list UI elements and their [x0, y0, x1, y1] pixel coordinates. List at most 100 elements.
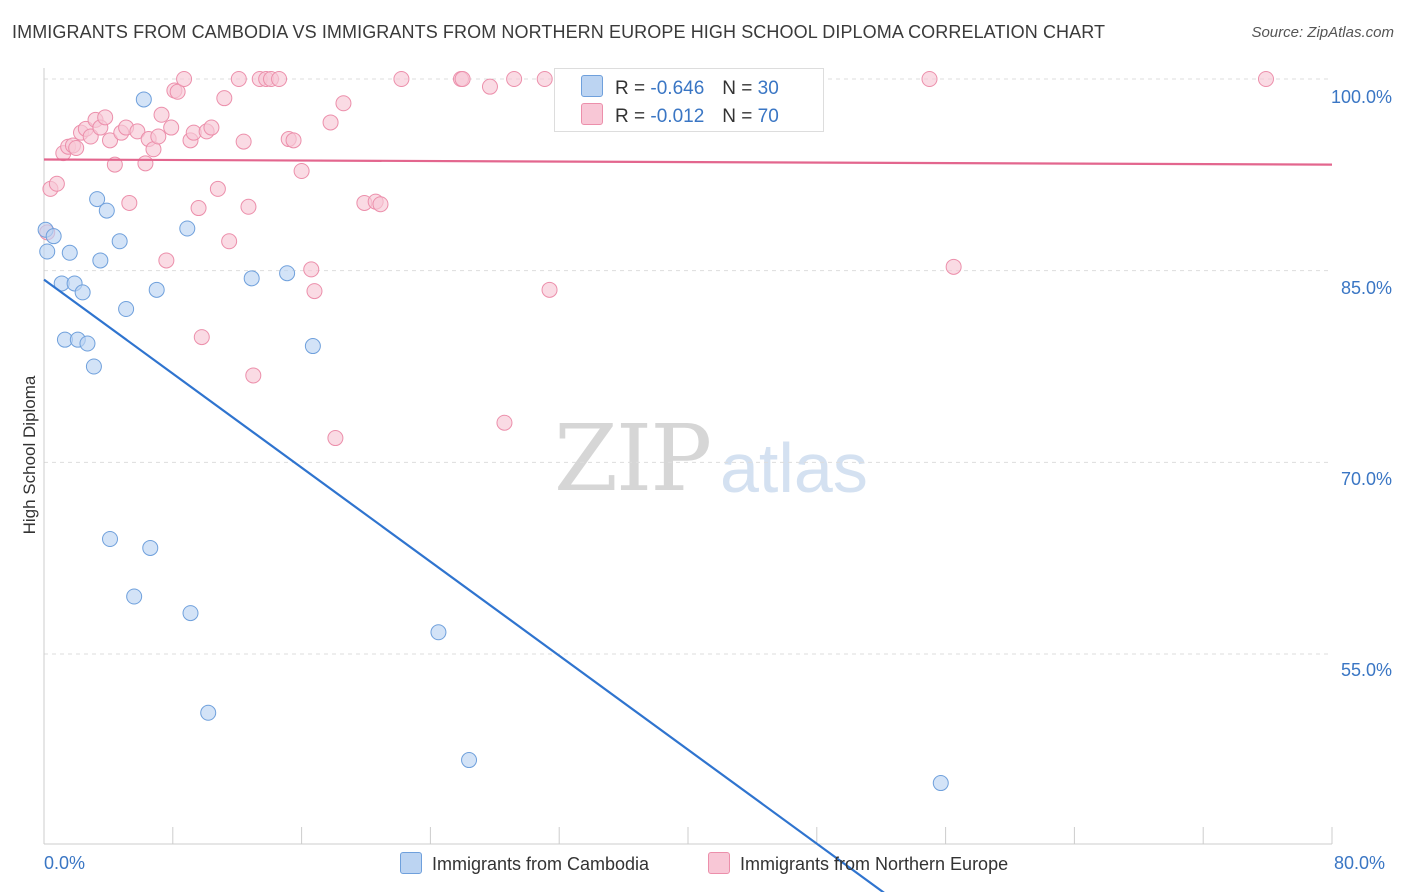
- point-northern-europe: [240, 198, 257, 215]
- chart-title: IMMIGRANTS FROM CAMBODIA VS IMMIGRANTS F…: [12, 22, 1106, 42]
- point-cambodia: [279, 265, 296, 282]
- point-northern-europe: [68, 140, 85, 156]
- point-cambodia: [148, 281, 165, 298]
- point-cambodia: [89, 191, 106, 208]
- point-northern-europe: [193, 329, 210, 346]
- point-cambodia: [111, 233, 128, 250]
- point-northern-europe: [393, 71, 410, 87]
- source-label: Source: ZipAtlas.com: [1251, 24, 1394, 41]
- point-cambodia: [200, 704, 217, 721]
- x-tick-label-max: 80.0%: [1334, 853, 1386, 873]
- point-cambodia: [179, 220, 196, 237]
- point-northern-europe: [158, 252, 175, 269]
- point-cambodia: [74, 284, 91, 301]
- point-cambodia: [182, 605, 199, 622]
- point-cambodia: [92, 252, 109, 269]
- y-tick-label: 70.0%: [1340, 469, 1392, 489]
- point-northern-europe: [536, 71, 553, 87]
- point-northern-europe: [245, 367, 262, 384]
- legend-r-label: R =: [615, 78, 646, 99]
- point-cambodia: [126, 588, 143, 605]
- point-northern-europe: [285, 132, 302, 149]
- correlation-legend: R = -0.646 N = 30 R = -0.012 N = 70: [554, 68, 824, 132]
- legend-r-value: -0.646: [650, 78, 705, 99]
- point-cambodia: [102, 531, 119, 547]
- point-northern-europe: [506, 71, 523, 87]
- legend-n-label: N =: [722, 106, 753, 127]
- point-northern-europe: [496, 414, 513, 431]
- point-cambodia: [243, 270, 260, 287]
- point-northern-europe: [48, 175, 65, 192]
- point-northern-europe: [216, 90, 233, 107]
- point-northern-europe: [235, 133, 252, 150]
- point-northern-europe: [209, 180, 226, 197]
- point-northern-europe: [153, 106, 170, 123]
- series-label: Immigrants from Cambodia: [432, 854, 650, 874]
- point-northern-europe: [303, 261, 320, 278]
- legend-swatch-northern-europe: [708, 852, 730, 874]
- point-northern-europe: [230, 71, 247, 87]
- point-northern-europe: [481, 78, 498, 95]
- trend-line-northern-europe: [43, 158, 1333, 166]
- point-northern-europe: [102, 132, 119, 149]
- point-cambodia: [85, 358, 102, 375]
- series-label: Immigrants from Northern Europe: [740, 854, 1009, 874]
- point-northern-europe: [97, 109, 114, 126]
- y-tick-label: 55.0%: [1340, 660, 1392, 680]
- point-cambodia: [430, 624, 447, 641]
- point-northern-europe: [454, 71, 471, 87]
- point-cambodia: [932, 775, 949, 792]
- trend-line-cambodia: [43, 278, 885, 892]
- legend-swatch-northern-europe: [581, 103, 603, 125]
- point-cambodia: [304, 338, 321, 355]
- legend-r-value: -0.012: [650, 106, 705, 127]
- point-northern-europe: [1257, 71, 1274, 87]
- legend-swatch-cambodia: [400, 852, 422, 874]
- point-cambodia: [142, 539, 159, 556]
- point-cambodia: [135, 91, 152, 108]
- watermark-atlas: atlas: [720, 429, 868, 507]
- legend-n-value: 70: [757, 106, 779, 127]
- point-northern-europe: [271, 71, 288, 87]
- point-northern-europe: [203, 119, 220, 136]
- point-northern-europe: [129, 123, 146, 140]
- point-cambodia: [79, 335, 96, 352]
- x-tick-label-min: 0.0%: [44, 853, 86, 873]
- point-northern-europe: [921, 71, 938, 87]
- point-cambodia: [118, 301, 135, 317]
- legend-row-cambodia: R = -0.646 N = 30: [581, 75, 779, 100]
- point-northern-europe: [121, 194, 138, 211]
- watermark-zip: ZIP: [554, 405, 712, 512]
- series-legend-northern-europe: Immigrants from Northern Europe: [708, 852, 1008, 875]
- point-northern-europe: [541, 281, 558, 298]
- y-tick-label: 85.0%: [1340, 278, 1392, 298]
- point-cambodia: [45, 228, 62, 245]
- point-northern-europe: [372, 196, 389, 213]
- legend-n-label: N =: [722, 78, 753, 99]
- point-northern-europe: [163, 119, 180, 136]
- legend-n-value: 30: [757, 78, 779, 99]
- point-northern-europe: [945, 258, 962, 275]
- point-northern-europe: [176, 71, 193, 87]
- point-northern-europe: [169, 83, 186, 100]
- point-northern-europe: [306, 283, 323, 300]
- point-northern-europe: [150, 128, 167, 145]
- point-cambodia: [461, 752, 478, 769]
- y-axis-label: High School Diploma: [20, 375, 39, 535]
- point-cambodia: [39, 243, 56, 260]
- point-northern-europe: [322, 114, 339, 131]
- point-northern-europe: [293, 163, 310, 179]
- point-northern-europe: [221, 233, 238, 250]
- legend-r-label: R =: [615, 106, 646, 127]
- point-cambodia: [98, 202, 115, 219]
- point-northern-europe: [137, 155, 154, 172]
- point-northern-europe: [190, 200, 207, 217]
- point-northern-europe: [327, 430, 344, 447]
- series-legend-cambodia: Immigrants from Cambodia: [400, 852, 649, 875]
- legend-row-northern-europe: R = -0.012 N = 70: [581, 103, 779, 128]
- point-northern-europe: [335, 95, 352, 112]
- legend-swatch-cambodia: [581, 75, 603, 97]
- point-cambodia: [61, 244, 78, 261]
- y-tick-label: 100.0%: [1330, 87, 1392, 107]
